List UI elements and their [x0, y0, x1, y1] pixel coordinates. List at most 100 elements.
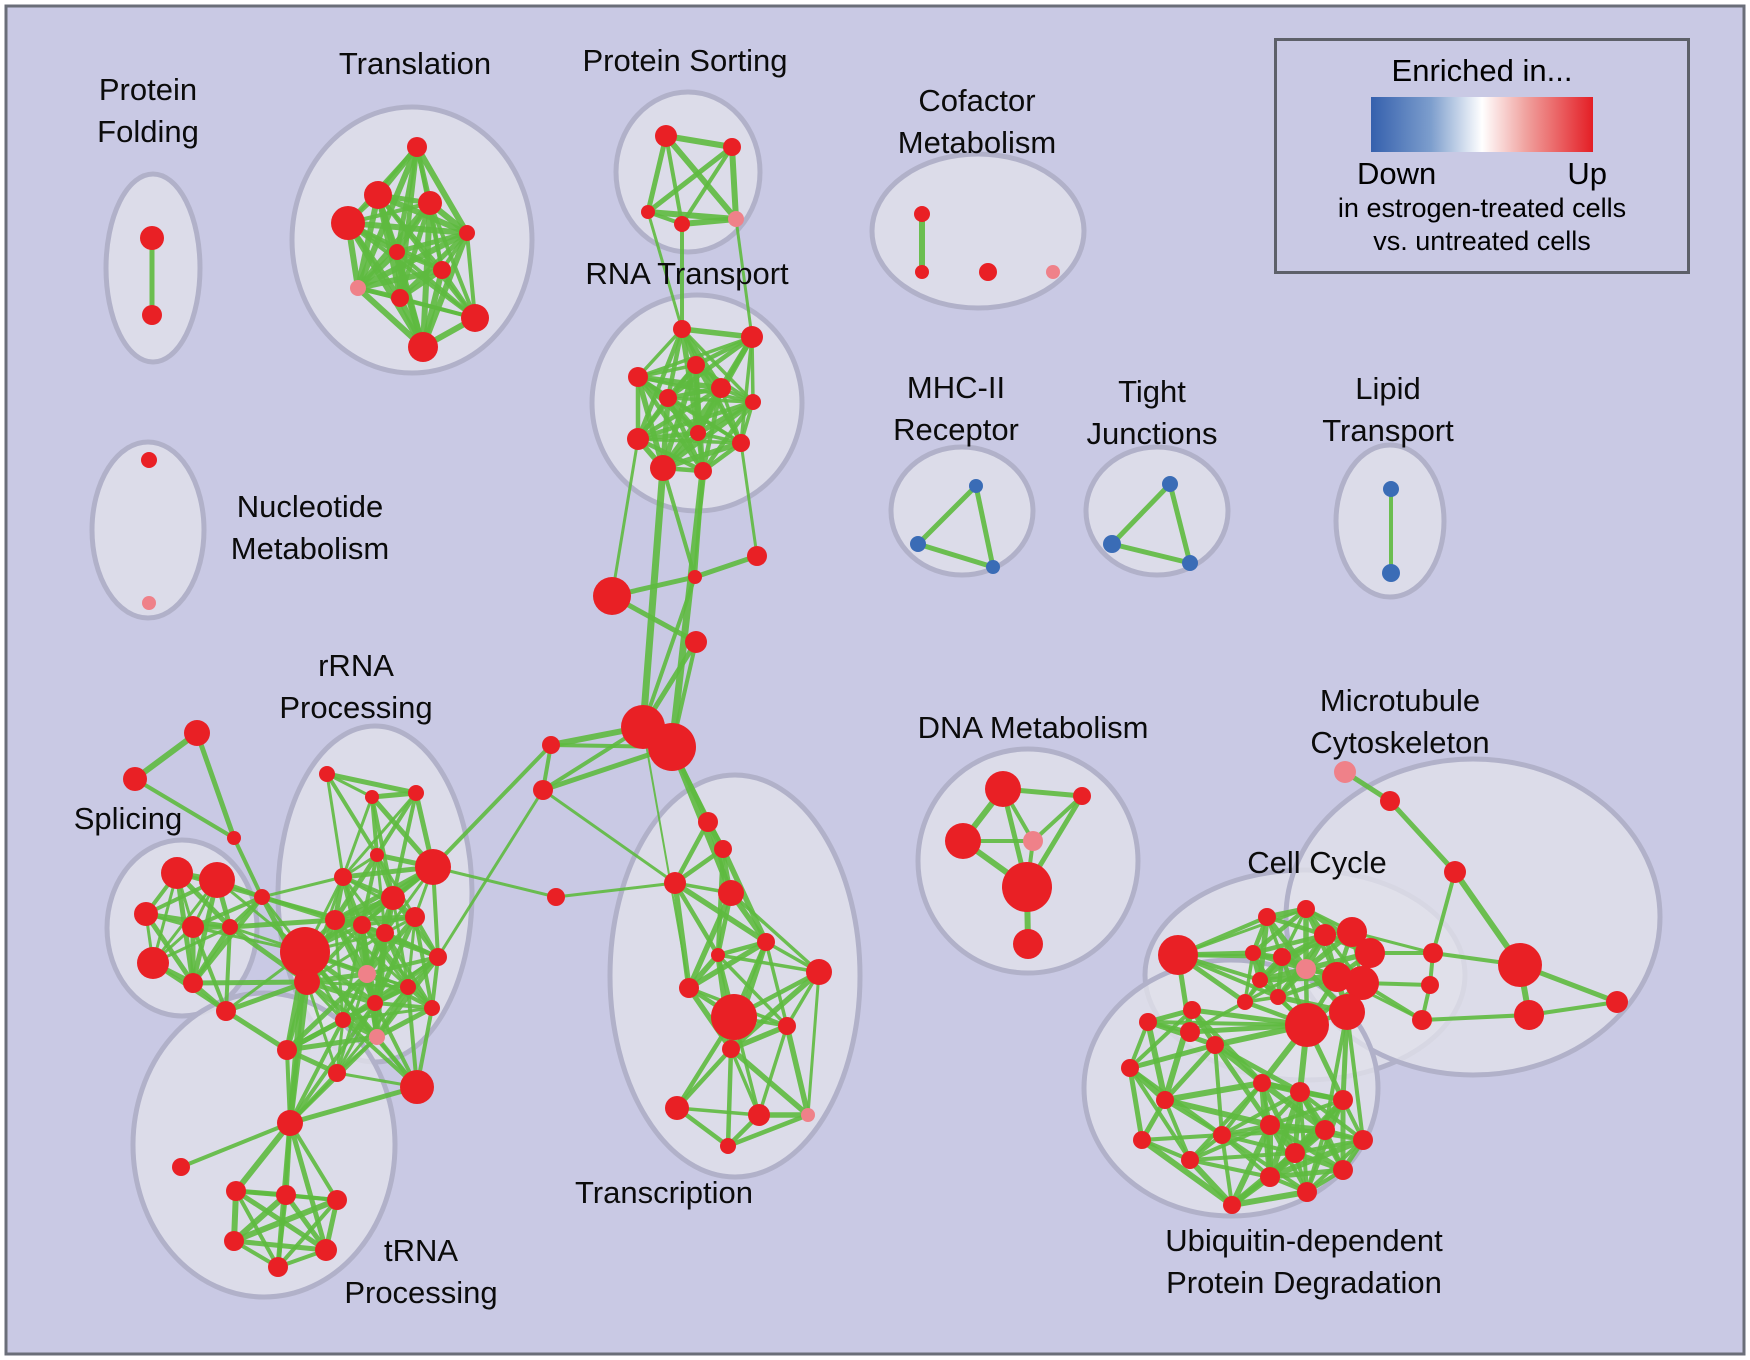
gene-set-node — [698, 812, 718, 832]
gene-set-node — [1270, 989, 1286, 1005]
edge — [1250, 932, 1328, 956]
gene-set-node — [722, 1040, 740, 1058]
gene-set-node — [986, 560, 1000, 574]
edge — [784, 1023, 811, 1118]
edge — [1163, 1098, 1224, 1137]
edge — [305, 980, 339, 1075]
edge — [1323, 1010, 1349, 1132]
gene-set-node — [142, 596, 156, 610]
edge — [355, 192, 381, 291]
edge — [1220, 1133, 1234, 1207]
gene-set-node — [627, 428, 649, 450]
gene-set-node — [1314, 924, 1336, 946]
edge — [1109, 541, 1193, 566]
gene-set-node — [350, 280, 366, 296]
edge — [635, 326, 685, 442]
gene-set-node — [335, 1012, 351, 1028]
edge — [431, 743, 553, 869]
gene-set-node — [358, 965, 376, 983]
gene-set-node — [910, 536, 926, 552]
gene-set-node — [1606, 991, 1628, 1013]
gene-set-node — [294, 969, 320, 995]
gene-set-node — [224, 1231, 244, 1251]
edge — [680, 145, 734, 226]
edge — [341, 791, 418, 879]
gene-set-node — [1355, 938, 1385, 968]
edge — [325, 772, 345, 879]
edge — [1127, 1042, 1218, 1071]
edge — [223, 979, 310, 1014]
gene-set-node — [369, 1029, 385, 1045]
edge — [1229, 1122, 1273, 1208]
edge — [1163, 1098, 1192, 1162]
edge — [391, 791, 418, 900]
cluster-label: Protein Folding — [97, 72, 199, 149]
edge — [554, 881, 677, 899]
edge — [1188, 1158, 1272, 1179]
gene-set-node — [1333, 1160, 1353, 1180]
gene-set-node — [694, 462, 712, 480]
edge — [1243, 967, 1308, 1004]
gene-set-node — [1252, 972, 1268, 988]
gene-set-node — [1162, 476, 1178, 492]
edge — [1345, 1010, 1365, 1142]
gene-set-node — [732, 434, 750, 452]
gene-set-node — [182, 916, 204, 938]
edge — [674, 1046, 734, 1111]
edge — [728, 1046, 811, 1118]
edge — [1267, 1137, 1366, 1180]
edge — [1188, 1000, 1247, 1034]
edge — [283, 1192, 329, 1253]
gene-set-node — [1498, 943, 1542, 987]
edge — [414, 144, 470, 236]
edge — [260, 875, 345, 899]
edge — [636, 437, 743, 445]
edge — [287, 1084, 420, 1126]
edge — [720, 846, 769, 945]
edge — [663, 133, 739, 222]
gene-set-node — [1002, 862, 1052, 912]
edge — [642, 726, 690, 989]
gene-set-node — [685, 631, 707, 653]
edge — [232, 836, 264, 899]
gene-set-node — [915, 265, 929, 279]
gene-set-node — [711, 378, 731, 398]
gene-set-node — [665, 1096, 689, 1120]
edge — [700, 399, 756, 474]
edge — [1220, 1133, 1297, 1155]
edge — [335, 985, 410, 1075]
edge — [610, 437, 640, 598]
gene-set-node — [1139, 1013, 1157, 1031]
gene-set-node — [650, 455, 676, 481]
gene-set-node — [199, 862, 235, 898]
legend-caption-line1: in estrogen-treated cells — [1337, 193, 1627, 223]
gene-set-node — [641, 205, 655, 219]
gene-set-node — [1183, 1001, 1201, 1019]
gene-set-node — [985, 771, 1021, 807]
gene-set-node — [1245, 945, 1261, 961]
edge — [231, 1192, 289, 1244]
edge — [333, 918, 345, 1022]
cluster-ellipse-tight-junctions — [1083, 444, 1231, 578]
gene-set-node — [1290, 1082, 1310, 1102]
gene-set-node — [806, 959, 832, 985]
gene-set-node — [1296, 959, 1316, 979]
gene-set-node — [280, 927, 330, 977]
gene-set-node — [757, 933, 775, 951]
gene-set-node — [1181, 1151, 1199, 1169]
cluster-label: Splicing — [74, 801, 183, 836]
edge — [739, 335, 754, 445]
edge — [332, 852, 380, 923]
edge — [806, 970, 821, 1117]
edge — [635, 436, 706, 474]
gene-set-node — [673, 320, 691, 338]
gene-set-node — [1285, 1003, 1329, 1047]
edge — [757, 1024, 789, 1117]
cluster-label: Ubiquitin-dependent Protein Degradation — [1165, 1223, 1443, 1300]
edge — [729, 891, 821, 974]
edge — [636, 327, 684, 379]
gene-set-node — [1421, 976, 1439, 994]
gene-set-node — [391, 289, 409, 307]
edge — [1031, 794, 1084, 843]
edge — [1387, 798, 1458, 875]
